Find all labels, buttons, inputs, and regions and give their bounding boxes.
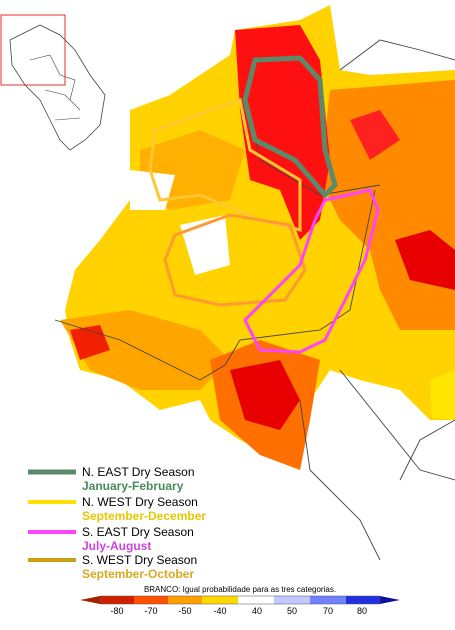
legend-name: N. EAST Dry Season bbox=[82, 465, 195, 479]
legend: N. EAST Dry Season January-February N. W… bbox=[28, 465, 206, 581]
colorbar: BRANCO: Igual probabilidade para as tres… bbox=[80, 585, 400, 605]
legend-period: September-December bbox=[82, 509, 206, 523]
probability-field bbox=[60, 5, 455, 470]
colorbar-tick-label: 80 bbox=[357, 606, 367, 616]
colorbar-tick-label: -40 bbox=[213, 606, 226, 616]
legend-period: January-February bbox=[82, 479, 184, 493]
inset-map bbox=[0, 14, 106, 151]
colorbar-tick-label: 40 bbox=[252, 606, 262, 616]
colorbar-tick-label: 70 bbox=[323, 606, 333, 616]
legend-name: S. WEST Dry Season bbox=[82, 553, 197, 567]
colorbar-tick-label: -70 bbox=[144, 606, 157, 616]
colorbar-tick-label: -50 bbox=[178, 606, 191, 616]
legend-name: N. WEST Dry Season bbox=[82, 495, 198, 509]
colorbar-tick-label: 50 bbox=[287, 606, 297, 616]
season-loops bbox=[148, 55, 380, 354]
legend-period: July-August bbox=[82, 539, 151, 553]
legend-period: September-October bbox=[82, 567, 194, 581]
legend-name: S. EAST Dry Season bbox=[82, 525, 194, 539]
colorbar-tick-label: -80 bbox=[110, 606, 123, 616]
colorbar-note: BRANCO: Igual probabilidade para as tres… bbox=[144, 585, 336, 594]
